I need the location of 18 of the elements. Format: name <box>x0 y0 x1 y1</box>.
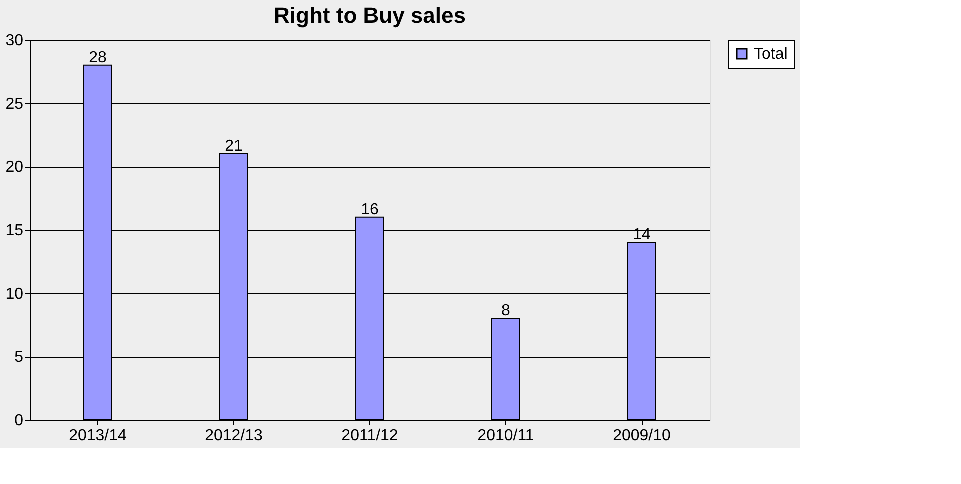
y-tick-label: 20 <box>6 159 24 176</box>
data-label: 21 <box>225 138 243 155</box>
chart-title: Right to Buy sales <box>274 3 466 28</box>
x-tick-label: 2010/11 <box>478 428 534 444</box>
y-tick-label: 0 <box>14 412 24 430</box>
x-tick-label: 2012/13 <box>205 428 264 444</box>
y-tick-label: 5 <box>14 349 24 366</box>
y-tick-label: 10 <box>6 286 24 303</box>
data-label: 8 <box>502 302 511 320</box>
x-tick-label: 2011/12 <box>342 428 398 444</box>
y-tick-label: 15 <box>6 222 24 240</box>
data-label: 16 <box>361 201 379 218</box>
x-tick-label: 2009/10 <box>613 428 672 444</box>
legend-label: Total <box>754 46 788 63</box>
x-tick-label: 2013/14 <box>69 428 128 444</box>
data-label: 28 <box>89 49 107 66</box>
y-tick-label: 30 <box>6 32 24 50</box>
y-tick-label: 25 <box>6 96 24 113</box>
